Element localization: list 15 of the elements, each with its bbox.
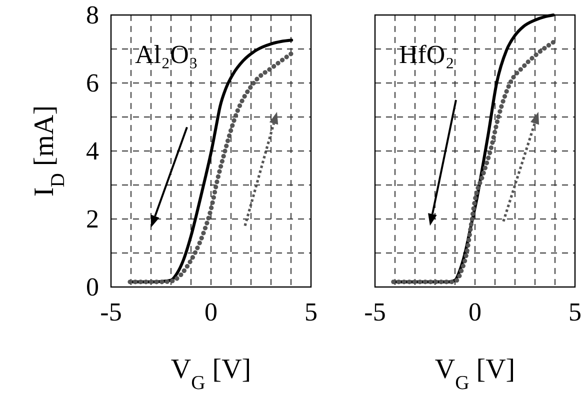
x-tick-label: 0 [204,298,218,326]
y-tick-label: 6 [86,68,99,98]
x-tick-label: -5 [364,298,386,326]
x-tick-label: 5 [568,298,582,326]
y-tick-label: 2 [86,204,99,234]
x-axis-title: V$_{G}$ [V] [434,354,516,394]
y-tick-label: 8 [86,0,99,30]
x-axis-title: V$_{G}$ [V] [170,354,252,394]
y-tick-label: 4 [86,136,99,166]
y-tick-label: 0 [86,272,99,302]
x-tick-label: 5 [304,298,318,326]
text: Al₂O₃ [135,40,198,69]
x-tick-label: 0 [468,298,482,326]
x-tick-label: -5 [100,298,122,326]
text: HfO₂ [399,40,454,69]
